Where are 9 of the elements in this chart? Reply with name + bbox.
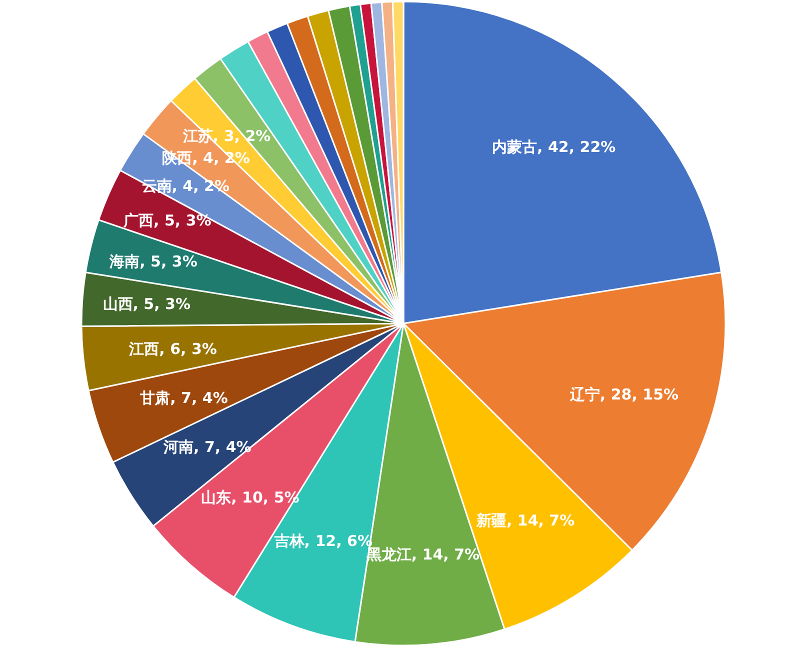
slice-label: 海南, 5, 3%: [108, 252, 198, 270]
slice-label: 江西, 6, 3%: [128, 340, 217, 358]
slice-label: 内蒙古, 42, 22%: [492, 138, 616, 156]
slice-label: 河南, 7, 4%: [162, 438, 252, 456]
slice-label: 辽宁, 28, 15%: [568, 385, 679, 404]
slice-label: 新疆, 14, 7%: [475, 512, 575, 530]
slice-label: 山西, 5, 3%: [102, 295, 191, 314]
slice-label: 广西, 5, 3%: [122, 211, 212, 230]
slice-label: 甘肃, 7, 4%: [139, 389, 228, 408]
